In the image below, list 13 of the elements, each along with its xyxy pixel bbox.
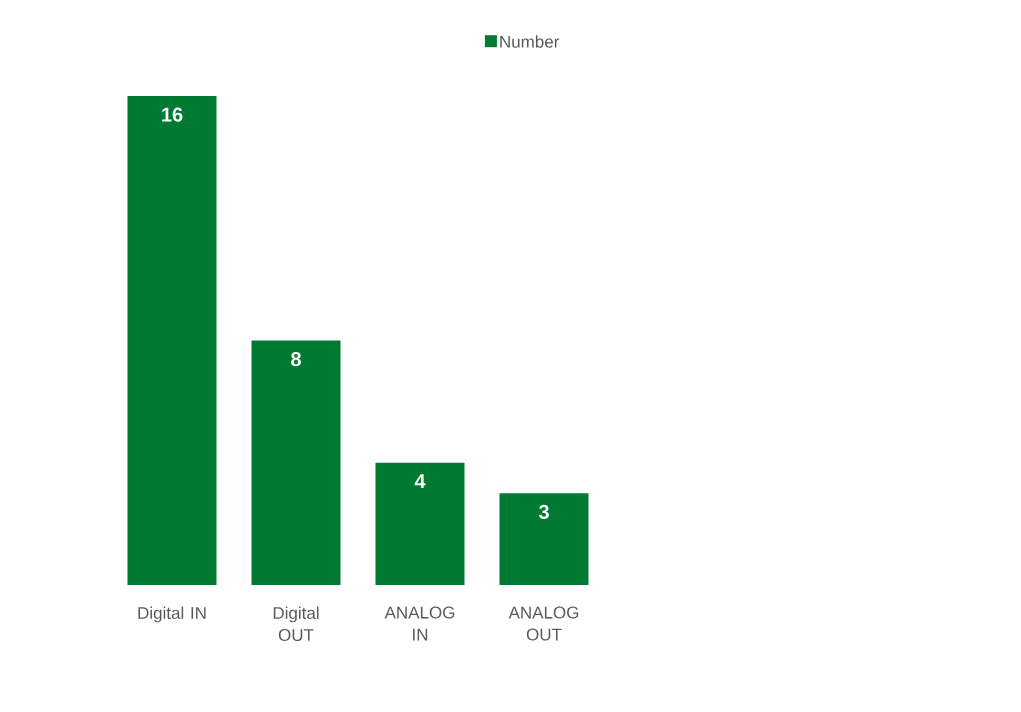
data-label: 4 — [414, 474, 426, 489]
bar — [499, 493, 589, 585]
bar — [251, 340, 341, 585]
x-tick-label: ANALOG IN — [384, 606, 455, 641]
data-label: 16 — [162, 107, 183, 122]
data-label: 3 — [538, 504, 549, 520]
x-tick-label: ANALOG OUT — [508, 606, 579, 641]
data-label: 8 — [291, 352, 301, 367]
legend-label: Number — [500, 35, 560, 48]
bar — [375, 462, 465, 585]
x-tick-label: Digital OUT — [273, 606, 319, 642]
bar — [127, 95, 217, 585]
x-tick-label: Digital IN — [138, 606, 206, 623]
